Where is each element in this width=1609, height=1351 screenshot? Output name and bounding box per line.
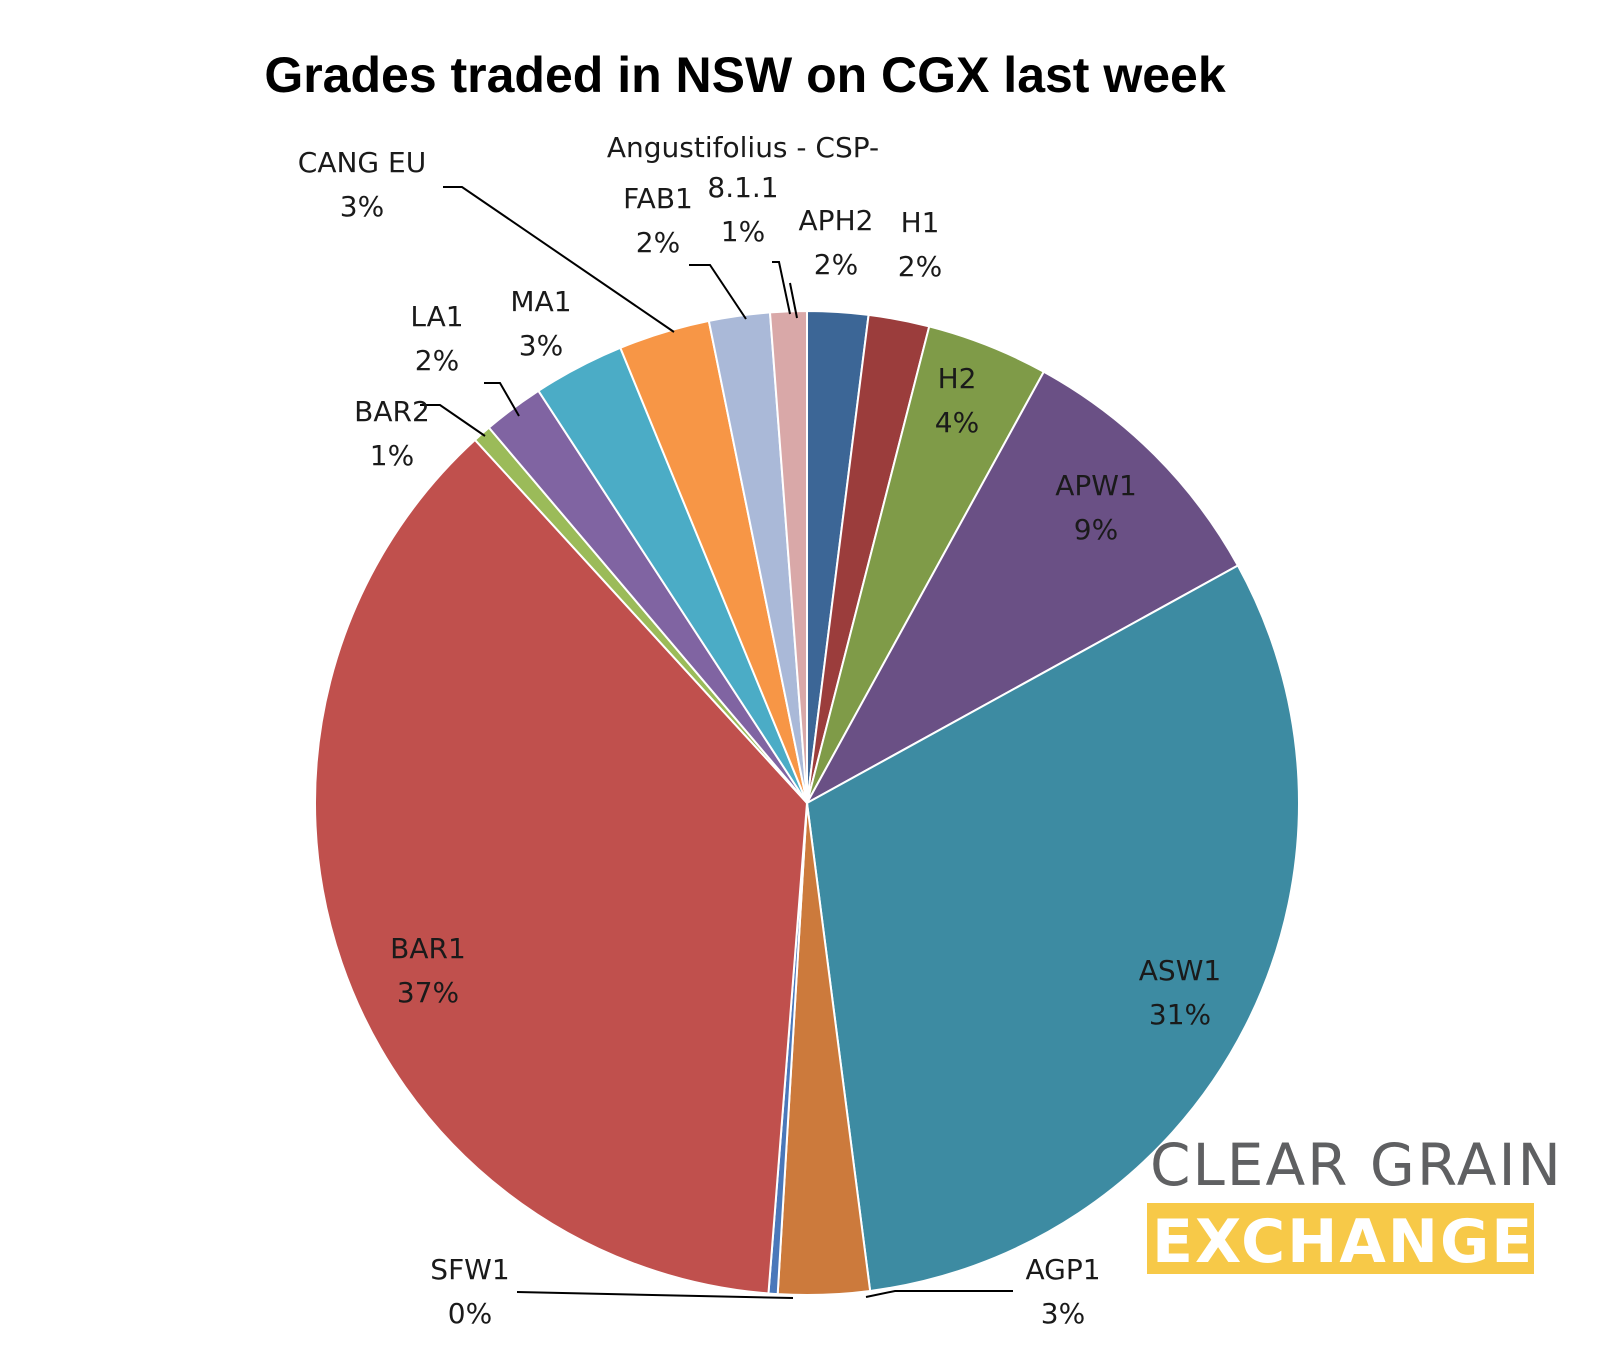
slice-label-h2: H2 4% (935, 362, 979, 439)
leader-line-angustifolius-csp-8-1-1 (772, 261, 791, 315)
leader-line-fab1 (689, 264, 747, 320)
logo-text-line2: EXCHANGE (1152, 1207, 1534, 1277)
leader-line-bar2 (420, 404, 486, 437)
slice-label-sfw1: SFW1 0% (430, 1253, 509, 1330)
leader-line-cang-eu (443, 186, 675, 333)
leader-line-la1 (484, 382, 520, 417)
pie-slice-bar1 (314, 438, 809, 1295)
logo-text-line1: CLEAR GRAIN (1150, 1131, 1563, 1199)
clear-grain-exchange-logo: CLEAR GRAIN EXCHANGE (1147, 1131, 1563, 1277)
slice-label-apw1: APW1 9% (1055, 469, 1137, 546)
leader-line-aph2 (789, 282, 798, 319)
slice-label-agp1: AGP1 3% (1025, 1253, 1100, 1330)
slice-labels: APH2 2% H1 2% H2 4% APW1 9% ASW1 31% AGP1 3% SFW1 0% B… (298, 131, 1221, 1330)
slice-label-la1: LA1 2% (410, 300, 463, 377)
slice-label-angustifolius-csp-8-1-1: Angustifolius - CSP-8.1.1 1% (607, 131, 879, 248)
slice-label-aph2: APH2 2% (799, 204, 874, 281)
chart-title: Grades traded in NSW on CGX last week (264, 47, 1226, 103)
slice-label-bar2: BAR2 1% (354, 395, 430, 472)
slice-label-fab1: FAB1 2% (623, 182, 693, 259)
leader-line-sfw1 (516, 1291, 794, 1299)
leader-line-agp1 (865, 1290, 1013, 1298)
pie-slice-apw1 (804, 370, 1240, 806)
pie-slice-asw1 (805, 564, 1300, 1293)
slice-label-ma1: MA1 3% (510, 285, 571, 362)
slice-label-bar1: BAR1 37% (390, 932, 466, 1009)
slice-label-h1: H1 2% (898, 206, 942, 283)
logo-yellow-band (1147, 1203, 1534, 1274)
label-leader-lines (420, 186, 1013, 1299)
slice-label-asw1: ASW1 31% (1139, 954, 1221, 1031)
pie-slices (314, 309, 1300, 1296)
slice-label-cang-eu: CANG EU 3% (298, 146, 426, 223)
